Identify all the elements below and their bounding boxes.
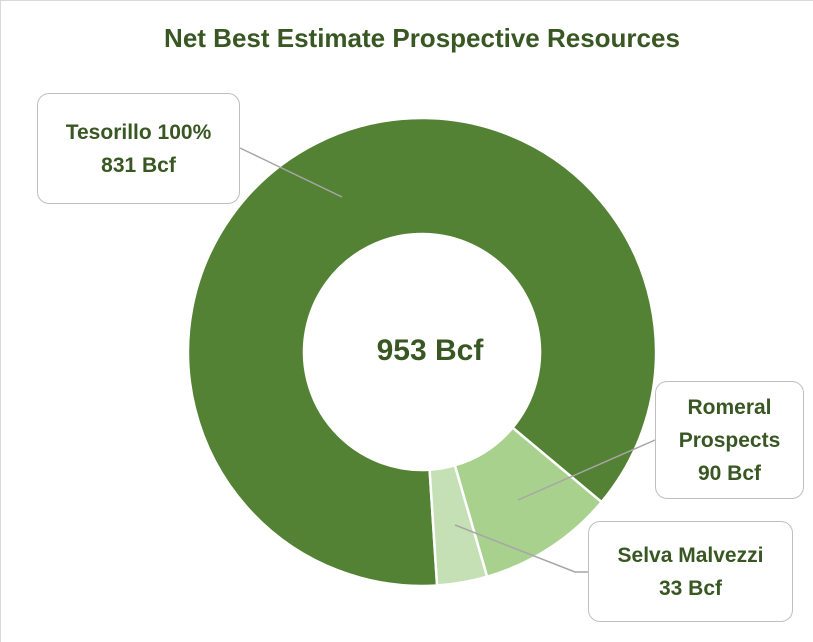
slice	[186, 116, 658, 588]
label-category: Selva Malvezzi	[617, 543, 764, 567]
label-value: 90 Bcf	[697, 461, 762, 485]
label-category: Tesorillo 100%	[65, 120, 212, 144]
data-label: Tesorillo 100% 831 Bcf	[37, 93, 240, 204]
label-value: 831 Bcf	[101, 153, 176, 177]
label-category: Romeral Prospects	[678, 395, 781, 452]
leader-line	[517, 439, 656, 501]
chart-title: Net Best Estimate Prospective Resources	[164, 23, 680, 53]
data-label: Romeral Prospects 90 Bcf	[655, 381, 804, 499]
label-value: 33 Bcf	[658, 576, 723, 600]
data-label: Selva Malvezzi 33 Bcf	[588, 521, 793, 622]
slice	[428, 463, 489, 587]
leader-line	[239, 147, 343, 198]
leader-line	[454, 524, 588, 573]
center-label: 953 Bcf	[377, 334, 485, 367]
